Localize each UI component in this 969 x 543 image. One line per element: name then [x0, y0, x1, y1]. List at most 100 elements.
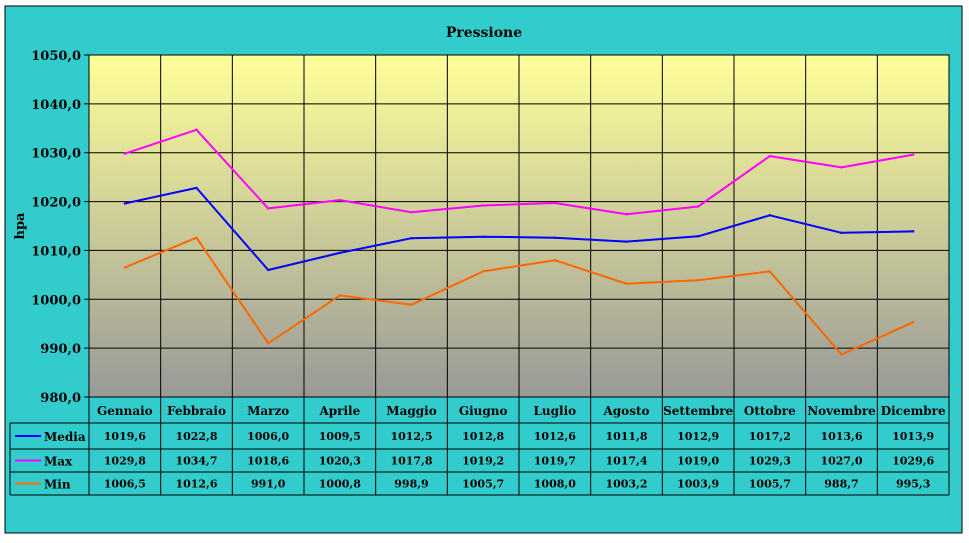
data-label-max: 1029,6 — [892, 455, 934, 468]
x-category-label: Maggio — [386, 404, 436, 418]
data-point-media — [123, 202, 127, 205]
data-point-min — [840, 353, 843, 356]
data-point-media — [625, 240, 628, 243]
y-tick-label: 1000,0 — [31, 293, 81, 308]
data-label-media: 1009,5 — [319, 430, 361, 443]
y-tick-label: 1040,0 — [31, 98, 81, 113]
data-point-max — [553, 201, 557, 205]
data-label-min: 1003,2 — [605, 478, 647, 491]
data-point-min — [911, 321, 915, 324]
data-point-media — [481, 235, 485, 238]
data-point-media — [553, 236, 557, 239]
data-label-media: 1012,5 — [390, 430, 432, 443]
data-label-media: 1012,9 — [677, 430, 719, 443]
data-point-max — [410, 211, 413, 214]
x-category-label: Agosto — [602, 404, 649, 418]
data-point-max — [768, 154, 772, 158]
y-axis-label: hpa — [13, 212, 28, 240]
x-category-label: Ottobre — [744, 404, 796, 418]
data-label-media: 1012,8 — [462, 430, 504, 443]
x-category-label: Febbraio — [167, 404, 226, 418]
data-point-max — [840, 166, 843, 169]
data-point-min — [123, 266, 127, 269]
data-point-max — [696, 205, 700, 208]
gridlines — [88, 54, 950, 495]
data-label-min: 998,9 — [394, 478, 428, 491]
y-tick-label: 1020,0 — [31, 196, 81, 211]
data-label-min: 1000,8 — [319, 478, 361, 491]
data-label-max: 1019,7 — [534, 455, 576, 468]
legend-label-min: Min — [44, 478, 71, 492]
data-point-min — [338, 294, 342, 297]
x-category-label: Settembre — [663, 404, 733, 418]
y-tick-label: 1010,0 — [31, 244, 81, 259]
data-label-min: 1012,6 — [175, 478, 217, 491]
data-point-min — [625, 282, 628, 285]
y-tick-label: 1030,0 — [31, 147, 81, 162]
x-category-label: Gennaio — [97, 404, 153, 418]
data-label-max: 1034,7 — [175, 455, 217, 468]
data-label-max: 1019,2 — [462, 455, 504, 468]
data-point-min — [410, 303, 413, 306]
series-line-max — [124, 128, 914, 216]
data-label-media: 1019,6 — [104, 430, 146, 443]
data-label-max: 1019,0 — [677, 455, 719, 468]
data-point-min — [768, 270, 772, 273]
data-label-min: 1005,7 — [462, 478, 504, 491]
data-label-max: 1029,3 — [749, 455, 791, 468]
data-table: Gennaio Febbraio Marzo Aprile Maggio Giugno Lu… — [9, 396, 949, 496]
data-label-max: 1018,6 — [247, 455, 289, 468]
data-label-min: 1003,9 — [677, 478, 719, 491]
y-tick-label: 1050,0 — [31, 49, 81, 64]
legend-label-media: Media — [44, 430, 86, 444]
series-line-media — [124, 186, 914, 271]
data-point-max — [481, 204, 485, 207]
x-category-label: Giugno — [459, 404, 508, 418]
x-category-label: Marzo — [247, 404, 289, 418]
data-point-max — [625, 213, 628, 216]
data-point-min — [553, 259, 557, 262]
series-line-min — [124, 236, 914, 356]
data-label-max: 1027,0 — [820, 455, 862, 468]
x-category-label: Dicembre — [881, 404, 946, 418]
data-label-max: 1020,3 — [319, 455, 361, 468]
data-label-max: 1029,8 — [104, 455, 146, 468]
data-label-media: 1017,2 — [749, 430, 791, 443]
data-label-media: 1022,8 — [175, 430, 217, 443]
data-label-min: 1006,5 — [104, 478, 146, 491]
data-point-max — [266, 207, 270, 210]
data-point-media — [696, 235, 700, 238]
data-point-media — [338, 251, 342, 255]
data-label-media: 1013,9 — [892, 430, 934, 443]
data-point-min — [696, 279, 700, 282]
data-point-min — [195, 236, 198, 239]
x-category-label: Luglio — [533, 404, 576, 418]
chart-title: Pressione — [446, 25, 522, 41]
data-point-min — [481, 270, 485, 273]
data-point-media — [195, 186, 198, 190]
data-point-media — [768, 214, 772, 217]
series-lines — [123, 128, 915, 356]
data-label-min: 1005,7 — [749, 478, 791, 491]
data-label-media: 1013,6 — [820, 430, 862, 443]
data-label-min: 995,3 — [896, 478, 930, 491]
x-category-label: Novembre — [807, 404, 876, 418]
data-point-min — [266, 342, 270, 345]
data-label-media: 1006,0 — [247, 430, 289, 443]
data-label-media: 1011,8 — [605, 430, 647, 443]
data-point-max — [195, 128, 198, 131]
y-axis-ticks: 980,0 990,0 1000,0 1010,0 1020,0 1030,0 1040,0… — [31, 49, 89, 406]
data-point-max — [911, 153, 915, 156]
y-tick-label: 980,0 — [40, 391, 81, 406]
legend-label-max: Max — [44, 455, 73, 469]
data-label-min: 1008,0 — [534, 478, 576, 491]
data-point-max — [338, 198, 342, 202]
data-point-media — [911, 230, 915, 233]
data-point-media — [410, 237, 413, 240]
data-label-min: 991,0 — [251, 478, 286, 491]
data-label-max: 1017,4 — [605, 455, 647, 468]
data-label-max: 1017,8 — [390, 455, 432, 468]
x-category-label: Aprile — [318, 404, 360, 418]
